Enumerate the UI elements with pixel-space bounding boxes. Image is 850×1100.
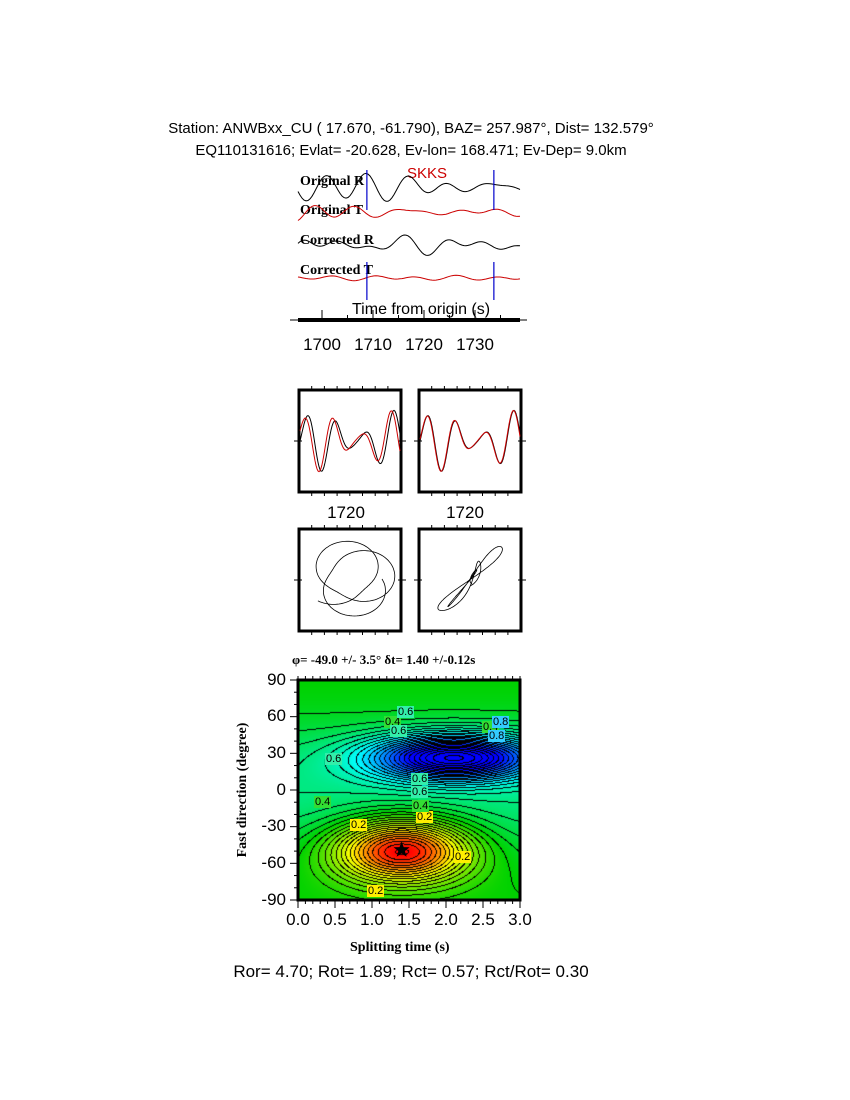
contour-label: 0.4 bbox=[314, 796, 332, 808]
contour-label: 0.4 bbox=[412, 800, 430, 812]
x-tick: 0.5 bbox=[323, 910, 347, 929]
contour-label: 0.2 bbox=[454, 851, 472, 863]
waveform-trace bbox=[297, 172, 521, 202]
x-tick: 2.5 bbox=[471, 910, 495, 929]
y-tick: -60 bbox=[261, 853, 286, 872]
station-info: Station: ANWBxx_CU ( 17.670, -61.790), B… bbox=[168, 120, 654, 137]
contour-label: 0.6 bbox=[411, 786, 429, 798]
waveform-trace bbox=[297, 274, 521, 282]
time-tick: 1700 bbox=[303, 335, 341, 354]
y-tick: 60 bbox=[267, 706, 286, 725]
waveform-trace bbox=[297, 234, 521, 256]
contour-label: 0.6 bbox=[397, 706, 415, 718]
time-tick: 1710 bbox=[354, 335, 392, 354]
time-tick: 1720 bbox=[405, 335, 443, 354]
particle-motion bbox=[315, 540, 396, 617]
panel-tick: 1720 bbox=[327, 503, 365, 522]
contour-label: 0.6 bbox=[390, 725, 408, 737]
panel-waveform bbox=[419, 409, 521, 472]
event-info: EQ110131616; Evlat= -20.628, Ev-lon= 168… bbox=[195, 142, 627, 159]
contour-label: 0.8 bbox=[492, 716, 510, 728]
trace-label-original-t: Original T bbox=[300, 203, 364, 218]
panel-tick: 1720 bbox=[446, 503, 484, 522]
y-tick: 90 bbox=[267, 670, 286, 689]
best-fit-star-icon bbox=[393, 841, 410, 857]
contour-label: 0.6 bbox=[411, 773, 429, 785]
splitting-result-title: φ= -49.0 +/- 3.5° δt= 1.40 +/-0.12s bbox=[292, 652, 476, 667]
trace-label-corrected-t: Corrected T bbox=[300, 263, 373, 278]
contour-label: 0.2 bbox=[367, 885, 385, 897]
x-tick: 1.5 bbox=[397, 910, 421, 929]
x-tick: 0.0 bbox=[286, 910, 310, 929]
time-tick: 1730 bbox=[456, 335, 494, 354]
panel-waveform bbox=[419, 410, 521, 473]
panel-waveform bbox=[299, 410, 401, 473]
trace-label-original-r: Original R bbox=[300, 174, 365, 189]
phase-label: SKKS bbox=[407, 165, 448, 182]
contour-label: 0.2 bbox=[350, 819, 368, 831]
contour-label: 0.2 bbox=[416, 811, 434, 823]
panel-waveform bbox=[299, 409, 401, 472]
contour-label: 0.6 bbox=[325, 753, 343, 765]
y-tick: -30 bbox=[261, 816, 286, 835]
contour-label: 0.8 bbox=[488, 730, 506, 742]
x-tick: 1.0 bbox=[360, 910, 384, 929]
x-tick: 3.0 bbox=[508, 910, 532, 929]
trace-label-corrected-r: Corrected R bbox=[300, 233, 374, 248]
ratio-summary: Ror= 4.70; Rot= 1.89; Rct= 0.57; Rct/Rot… bbox=[233, 962, 589, 981]
x-tick: 2.0 bbox=[434, 910, 458, 929]
particle-motion bbox=[437, 546, 503, 611]
y-tick: 30 bbox=[267, 743, 286, 762]
x-axis-label: Splitting time (s) bbox=[350, 940, 450, 955]
waveform-trace bbox=[297, 205, 521, 221]
y-tick: 0 bbox=[276, 780, 286, 799]
y-tick: -90 bbox=[261, 890, 286, 909]
heatmap-frame bbox=[296, 678, 522, 902]
time-axis-label: Time from origin (s) bbox=[352, 301, 491, 318]
